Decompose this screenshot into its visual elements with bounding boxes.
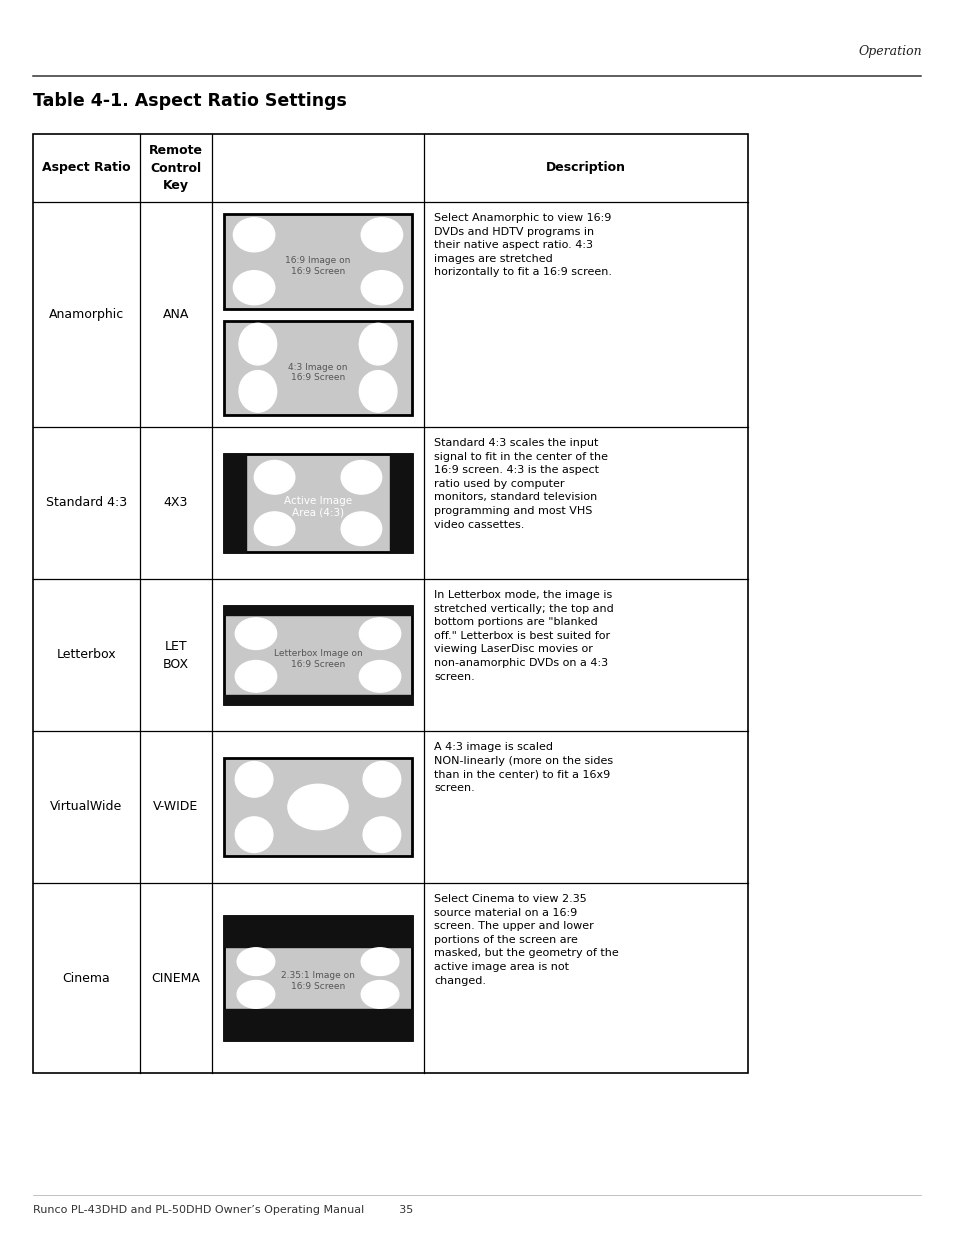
Ellipse shape — [235, 816, 273, 852]
Text: 2.35:1 Image on
16:9 Screen: 2.35:1 Image on 16:9 Screen — [281, 972, 355, 990]
Text: Letterbox: Letterbox — [56, 648, 116, 662]
Text: Runco PL-43DHD and PL-50DHD Owner’s Operating Manual          35: Runco PL-43DHD and PL-50DHD Owner’s Oper… — [33, 1205, 413, 1215]
Text: Select Anamorphic to view 16:9
DVDs and HDTV programs in
their native aspect rat: Select Anamorphic to view 16:9 DVDs and … — [434, 212, 612, 278]
Ellipse shape — [233, 270, 274, 305]
Ellipse shape — [361, 270, 402, 305]
Text: Select Cinema to view 2.35
source material on a 16:9
screen. The upper and lower: Select Cinema to view 2.35 source materi… — [434, 894, 618, 986]
Ellipse shape — [237, 981, 274, 1008]
Bar — [224, 321, 412, 415]
Bar — [224, 1009, 412, 1040]
Ellipse shape — [359, 370, 396, 412]
Ellipse shape — [239, 324, 276, 364]
Bar — [390, 453, 412, 552]
Ellipse shape — [359, 618, 400, 650]
Text: Standard 4:3 scales the input
signal to fit in the center of the
16:9 screen. 4:: Standard 4:3 scales the input signal to … — [434, 438, 607, 530]
Text: V-WIDE: V-WIDE — [153, 800, 198, 814]
Ellipse shape — [233, 217, 274, 252]
Text: VirtualWide: VirtualWide — [51, 800, 123, 814]
Bar — [224, 214, 412, 309]
Text: Letterbox Image on
16:9 Screen: Letterbox Image on 16:9 Screen — [274, 650, 362, 668]
Bar — [224, 916, 412, 1040]
Text: In Letterbox mode, the image is
stretched vertically; the top and
bottom portion: In Letterbox mode, the image is stretche… — [434, 590, 613, 682]
Bar — [224, 605, 412, 615]
Bar — [224, 694, 412, 704]
Ellipse shape — [288, 784, 348, 830]
Bar — [33, 135, 747, 1073]
Text: Operation: Operation — [858, 46, 921, 58]
Text: Anamorphic: Anamorphic — [49, 308, 124, 321]
Ellipse shape — [361, 981, 398, 1008]
Ellipse shape — [235, 762, 273, 797]
Text: Standard 4:3: Standard 4:3 — [46, 496, 127, 510]
Ellipse shape — [341, 511, 381, 546]
Text: CINEMA: CINEMA — [152, 972, 200, 984]
Ellipse shape — [359, 661, 400, 692]
Text: Active Image
Area (4:3): Active Image Area (4:3) — [284, 496, 352, 517]
Ellipse shape — [359, 324, 396, 364]
Text: 4:3 Image on
16:9 Screen: 4:3 Image on 16:9 Screen — [288, 363, 348, 382]
Text: 16:9 Image on
16:9 Screen: 16:9 Image on 16:9 Screen — [285, 257, 351, 275]
Text: Aspect Ratio: Aspect Ratio — [42, 162, 131, 174]
Text: Description: Description — [545, 162, 625, 174]
Text: Table 4-1. Aspect Ratio Settings: Table 4-1. Aspect Ratio Settings — [33, 91, 347, 110]
Ellipse shape — [361, 947, 398, 976]
Bar — [224, 605, 412, 704]
Bar — [224, 916, 412, 946]
Text: LET
BOX: LET BOX — [163, 640, 189, 671]
Text: A 4:3 image is scaled
NON-linearly (more on the sides
than in the center) to fit: A 4:3 image is scaled NON-linearly (more… — [434, 742, 613, 793]
Ellipse shape — [237, 947, 274, 976]
Ellipse shape — [363, 816, 400, 852]
Ellipse shape — [363, 762, 400, 797]
Text: Cinema: Cinema — [63, 972, 111, 984]
Bar — [224, 453, 245, 552]
Ellipse shape — [254, 511, 294, 546]
Ellipse shape — [239, 370, 276, 412]
Text: Remote
Control
Key: Remote Control Key — [149, 143, 203, 193]
Bar — [224, 453, 412, 552]
Ellipse shape — [341, 461, 381, 494]
Ellipse shape — [235, 661, 276, 692]
Text: ANA: ANA — [163, 308, 189, 321]
Ellipse shape — [254, 461, 294, 494]
Ellipse shape — [235, 618, 276, 650]
Text: 4X3: 4X3 — [164, 496, 188, 510]
Ellipse shape — [361, 217, 402, 252]
Bar — [224, 757, 412, 856]
